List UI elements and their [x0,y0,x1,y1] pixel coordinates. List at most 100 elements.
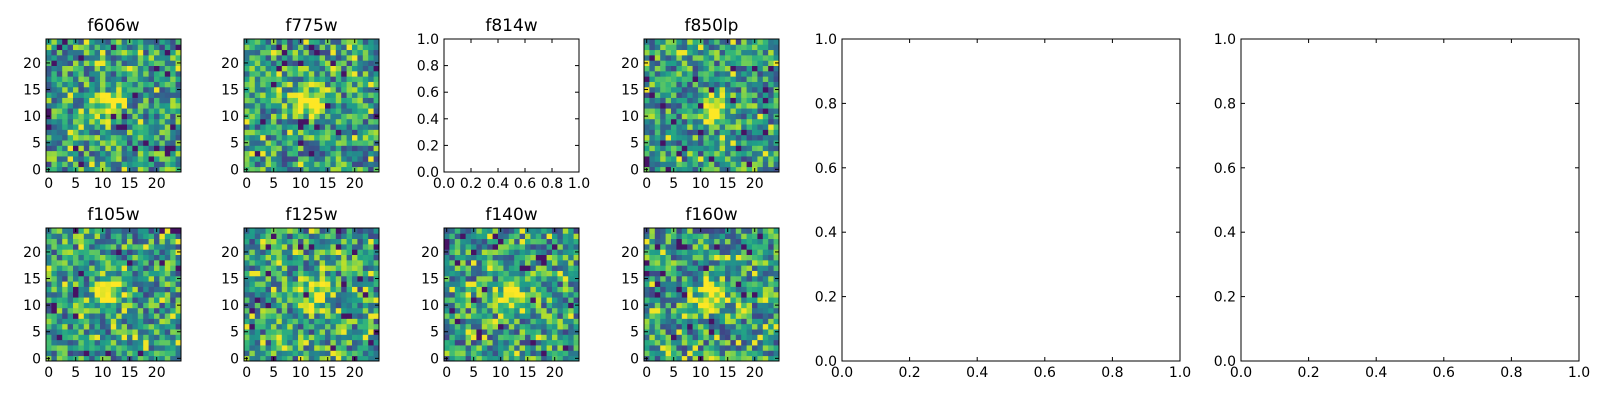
heatmap-cell [254,140,261,146]
heatmap-cell [83,39,90,45]
heatmap-cell [62,350,68,357]
heatmap-cell [73,113,79,120]
heatmap-cell [116,345,122,351]
heatmap-cell [562,313,569,319]
heatmap-cell [449,275,456,282]
heatmap-cell [67,254,74,261]
heatmap-cell [757,70,764,77]
heatmap-cell [137,44,144,51]
heatmap-cell [314,291,320,298]
heatmap-cell [681,254,688,261]
heatmap-cell [298,150,304,157]
heatmap-cell [175,270,182,277]
heatmap-cell [735,291,742,298]
heatmap-cell [319,113,326,120]
heatmap-cell [665,76,672,82]
heatmap-cell [768,140,774,146]
heatmap-cell [444,243,450,250]
heatmap-cell [276,270,283,277]
heatmap-cell [368,161,374,168]
heatmap-cell [725,291,731,298]
heatmap-cell [649,254,656,261]
heatmap-cell [254,92,261,98]
heatmap-cell [357,86,364,93]
heatmap-cell [330,81,337,88]
heatmap-cell [508,259,515,266]
heatmap-cell [714,60,720,66]
heatmap-cell [83,118,90,125]
heatmap-cell [164,39,171,45]
heatmap-cell [314,129,320,136]
heatmap-cell [762,254,769,261]
heatmap-cell [573,286,580,293]
heatmap-cell [314,238,320,245]
heatmap-cell [132,238,139,245]
heatmap-cell [83,97,90,104]
heatmap-cell [746,118,753,125]
heatmap-cell [752,118,758,125]
heatmap-cell [78,113,85,120]
heatmap-cell [154,238,160,245]
heatmap-cell [762,102,769,109]
heatmap-cell [249,140,256,146]
heatmap-cell [254,145,261,152]
heatmap-cell [357,286,364,293]
heatmap-cell [735,228,742,234]
heatmap-cell [757,76,764,82]
y-tick-label: 0.2 [815,290,837,306]
heatmap-cell [687,54,693,61]
heatmap-cell [78,161,85,168]
heatmap-cell [768,70,774,77]
heatmap-cell [546,259,553,266]
heatmap-cell [110,156,117,162]
heatmap-cell [357,150,364,157]
heatmap-cell [330,355,337,362]
heatmap-cell [671,243,677,250]
heatmap-cell [768,254,774,261]
heatmap-cell [503,291,510,298]
panel-title: f814w [485,16,537,36]
heatmap-cell [132,350,139,357]
heatmap-cell [671,76,677,82]
heatmap-cell [116,270,122,277]
heatmap-cell [703,86,710,93]
x-tick-label: 5 [71,365,80,381]
heatmap-cell [244,118,250,125]
heatmap-cell [159,350,166,357]
heatmap-cell [773,270,780,277]
heatmap-cell [330,318,337,325]
heatmap-cell [649,60,656,66]
heatmap-cell [368,65,374,72]
heatmap-cell [303,54,310,61]
heatmap-cell [714,249,720,255]
heatmap-cell [260,249,266,255]
heatmap-cell [481,307,488,314]
heatmap-cell [503,307,510,314]
heatmap-cell [725,140,731,146]
heatmap-cell [83,355,90,362]
heatmap-cell [698,238,704,245]
heatmap-cell [67,307,74,314]
heatmap-cell [325,44,331,51]
heatmap-cell [335,297,342,303]
heatmap-cell [476,334,483,341]
heatmap-cell [132,228,139,234]
heatmap-cell [449,281,456,287]
panel-empty-9: 0.0 0.2 0.4 0.6 0.8 1.00.00.20.40.60.81.0 [1214,32,1590,381]
heatmap-cell [271,81,277,88]
heatmap-cell [110,97,117,104]
heatmap-cell [83,291,90,298]
heatmap-cell [660,97,666,104]
heatmap-cell [287,54,293,61]
heatmap-cell [746,286,753,293]
heatmap-cell [373,281,380,287]
heatmap-cell [557,339,564,346]
heatmap-cell [121,275,128,282]
heatmap-cell [121,318,128,325]
heatmap-cell [498,233,504,240]
heatmap-cell [254,329,261,335]
heatmap-cell [665,39,672,45]
heatmap-cell [170,254,176,261]
heatmap-cell [51,113,58,120]
heatmap-cell [94,44,101,51]
